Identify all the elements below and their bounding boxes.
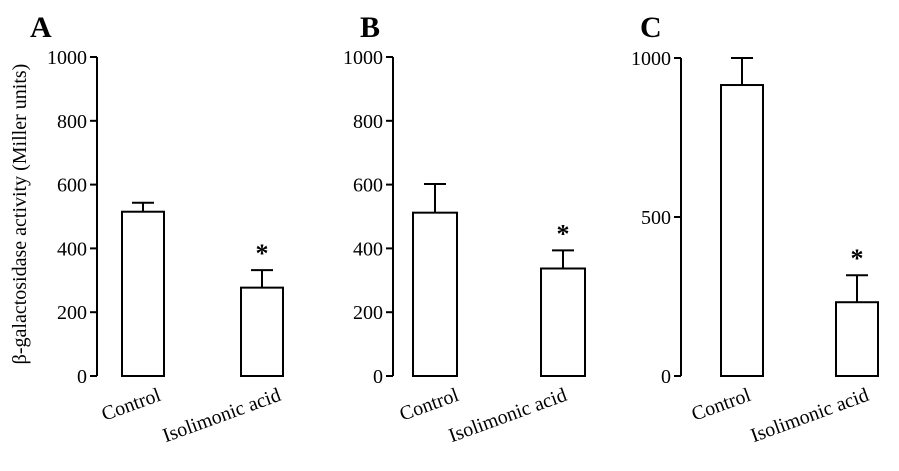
bar-isolimonic-acid	[240, 286, 284, 377]
y-tick-label: 0	[77, 366, 87, 388]
panel-letter-b: B	[360, 11, 380, 44]
significance-marker: *	[851, 244, 864, 273]
y-axis-label: β-galactosidase activity (Miller units)	[9, 64, 31, 365]
y-tick-label: 400	[353, 238, 383, 260]
y-tick-label: 400	[57, 238, 87, 260]
y-tick-label: 0	[661, 366, 671, 388]
panel-letter-c: C	[640, 11, 662, 44]
category-label: Isolimonic acid	[446, 384, 570, 447]
category-label: Control	[99, 384, 164, 426]
y-tick-label: 500	[641, 207, 671, 229]
bar-isolimonic-acid	[835, 301, 879, 377]
panel-b: 0 200 400 600 800 1000 Control * Isolimonic acid	[343, 47, 586, 447]
category-label: Isolimonic acid	[748, 384, 872, 447]
bar-control	[412, 211, 458, 377]
y-tick-label: 600	[353, 175, 383, 197]
panel-c: 0 500 1000 Control * Isolimonic acid	[631, 48, 879, 447]
category-label: Isolimonic acid	[160, 384, 284, 447]
bar-control	[720, 84, 764, 377]
y-tick-label: 600	[57, 175, 87, 197]
category-label: Control	[397, 384, 462, 426]
y-tick-label: 1000	[343, 47, 383, 69]
y-tick-label: 1000	[47, 47, 87, 69]
y-tick-label: 200	[353, 302, 383, 324]
y-tick-label: 0	[373, 366, 383, 388]
y-tick-label: 1000	[631, 48, 671, 70]
y-tick-label: 800	[57, 111, 87, 133]
y-tick-label: 200	[57, 302, 87, 324]
panel-letter-a: A	[30, 11, 52, 44]
category-label: Control	[689, 384, 754, 426]
panel-a: 0 200 400 600 800 1000 Control * Isolimonic acid	[47, 47, 284, 447]
significance-marker: *	[256, 239, 269, 268]
bar-isolimonic-acid	[540, 267, 586, 378]
significance-marker: *	[557, 219, 570, 248]
y-tick-label: 800	[353, 111, 383, 133]
bar-control	[121, 210, 165, 377]
